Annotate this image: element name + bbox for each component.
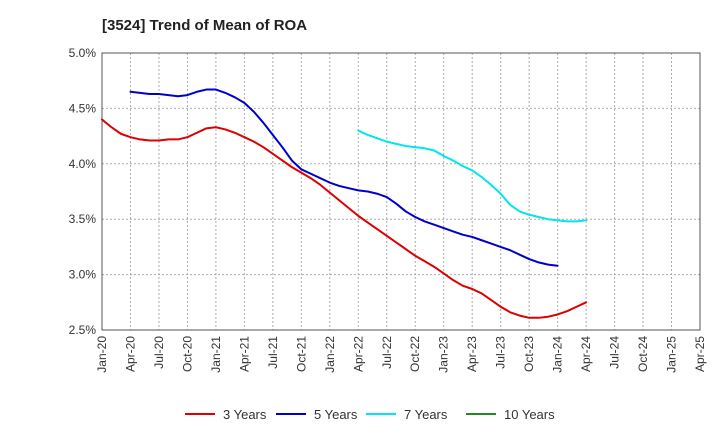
y-tick-label: 4.0% xyxy=(69,157,97,171)
x-tick-label: Oct-20 xyxy=(180,336,194,372)
legend-label: 3 Years xyxy=(223,407,267,422)
x-tick-label: Jul-24 xyxy=(608,336,622,369)
y-tick-label: 4.5% xyxy=(69,101,97,115)
chart-title: [3524] Trend of Mean of ROA xyxy=(102,17,307,34)
legend-item-3-years: 3 Years xyxy=(185,407,267,422)
x-tick-label: Jan-20 xyxy=(95,336,109,373)
legend-label: 7 Years xyxy=(404,407,448,422)
x-tick-label: Jan-24 xyxy=(551,336,565,373)
x-tick-label: Apr-24 xyxy=(579,336,593,372)
x-tick-label: Jul-20 xyxy=(152,336,166,369)
x-tick-label: Jan-25 xyxy=(665,336,679,373)
x-tick-label: Jan-22 xyxy=(323,336,337,373)
x-tick-label: Apr-22 xyxy=(351,336,365,372)
x-tick-label: Jan-23 xyxy=(437,336,451,373)
x-tick-label: Apr-21 xyxy=(237,336,251,372)
axis-layer: 2.5% 3.0% 3.5% 4.0% 4.5% 5.0% Jan-20 Apr-20 Jul-… xyxy=(69,46,707,373)
x-tick-label: Oct-22 xyxy=(408,336,422,372)
legend-label: 10 Years xyxy=(504,407,555,422)
series-line-5-years xyxy=(129,88,559,267)
legend-label: 5 Years xyxy=(314,407,358,422)
plot-frame xyxy=(101,52,701,331)
series-line-7-years xyxy=(357,129,588,223)
legend: 3 Years 5 Years 7 Years 10 Years xyxy=(185,407,555,422)
legend-item-10-years: 10 Years xyxy=(466,407,555,422)
series-line-3-years xyxy=(101,118,588,319)
y-tick-label: 2.5% xyxy=(69,323,97,337)
x-tick-label: Oct-21 xyxy=(294,336,308,372)
y-tick-label: 5.0% xyxy=(69,46,97,60)
x-tick-label: Jul-23 xyxy=(494,336,508,369)
x-tick-label: Oct-23 xyxy=(522,336,536,372)
series-layer xyxy=(101,88,588,319)
x-tick-label: Oct-24 xyxy=(636,336,650,372)
y-tick-label: 3.0% xyxy=(69,268,97,282)
x-tick-label: Apr-25 xyxy=(693,336,707,372)
x-tick-label: Jan-21 xyxy=(209,336,223,373)
legend-item-7-years: 7 Years xyxy=(366,407,448,422)
x-tick-label: Jul-22 xyxy=(380,336,394,369)
x-tick-label: Jul-21 xyxy=(266,336,280,369)
y-tick-label: 3.5% xyxy=(69,212,97,226)
legend-item-5-years: 5 Years xyxy=(276,407,358,422)
x-tick-label: Apr-20 xyxy=(123,336,137,372)
x-tick-label: Apr-23 xyxy=(465,336,479,372)
